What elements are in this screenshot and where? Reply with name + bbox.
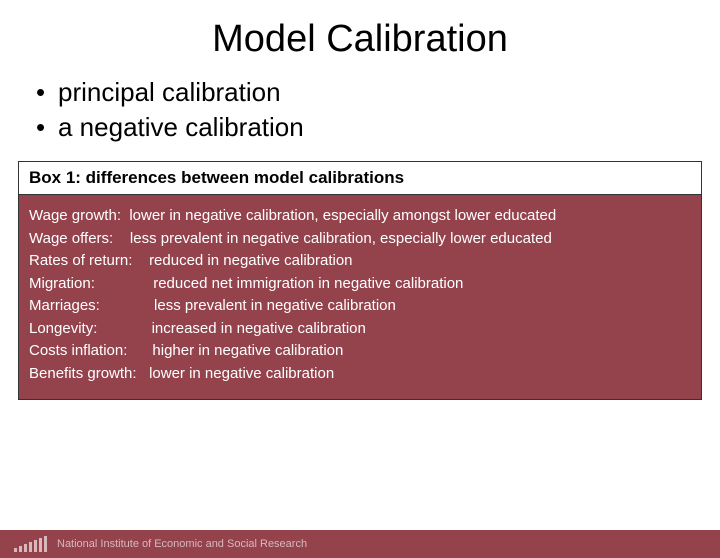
box-row: Wage offers: less prevalent in negative … bbox=[29, 228, 691, 251]
box-row: Migration: reduced net immigration in ne… bbox=[29, 273, 691, 296]
row-value: lower in negative calibration, especiall… bbox=[129, 205, 556, 228]
bullet-list: principal calibration a negative calibra… bbox=[0, 75, 720, 145]
row-label: Wage offers: bbox=[29, 228, 130, 251]
row-value: less prevalent in negative calibration bbox=[154, 295, 396, 318]
row-label: Rates of return: bbox=[29, 250, 149, 273]
box-row: Marriages: less prevalent in negative ca… bbox=[29, 295, 691, 318]
row-value: lower in negative calibration bbox=[149, 363, 334, 386]
logo-bars-icon bbox=[14, 536, 47, 552]
row-label: Migration: bbox=[29, 273, 153, 296]
row-value: less prevalent in negative calibration, … bbox=[130, 228, 552, 251]
box-body: Wage growth: lower in negative calibrati… bbox=[19, 195, 701, 399]
row-label: Marriages: bbox=[29, 295, 154, 318]
bullet-item: principal calibration bbox=[36, 75, 700, 110]
footer: National Institute of Economic and Socia… bbox=[0, 530, 720, 558]
row-label: Wage growth: bbox=[29, 205, 129, 228]
box-row: Rates of return: reduced in negative cal… bbox=[29, 250, 691, 273]
bullet-item: a negative calibration bbox=[36, 110, 700, 145]
row-value: higher in negative calibration bbox=[152, 340, 343, 363]
row-label: Benefits growth: bbox=[29, 363, 149, 386]
row-value: reduced in negative calibration bbox=[149, 250, 352, 273]
box-header: Box 1: differences between model calibra… bbox=[19, 162, 701, 195]
box-row: Wage growth: lower in negative calibrati… bbox=[29, 205, 691, 228]
row-label: Costs inflation: bbox=[29, 340, 152, 363]
calibration-box: Box 1: differences between model calibra… bbox=[18, 161, 702, 400]
row-label: Longevity: bbox=[29, 318, 152, 341]
row-value: reduced net immigration in negative cali… bbox=[153, 273, 463, 296]
box-row: Costs inflation: higher in negative cali… bbox=[29, 340, 691, 363]
row-value: increased in negative calibration bbox=[152, 318, 366, 341]
box-row: Longevity: increased in negative calibra… bbox=[29, 318, 691, 341]
page-title: Model Calibration bbox=[0, 18, 720, 61]
box-row: Benefits growth: lower in negative calib… bbox=[29, 363, 691, 386]
